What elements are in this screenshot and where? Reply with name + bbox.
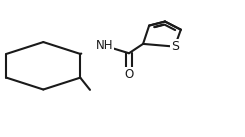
Text: NH: NH [96, 39, 113, 52]
Text: S: S [171, 40, 179, 53]
Text: O: O [124, 68, 134, 81]
